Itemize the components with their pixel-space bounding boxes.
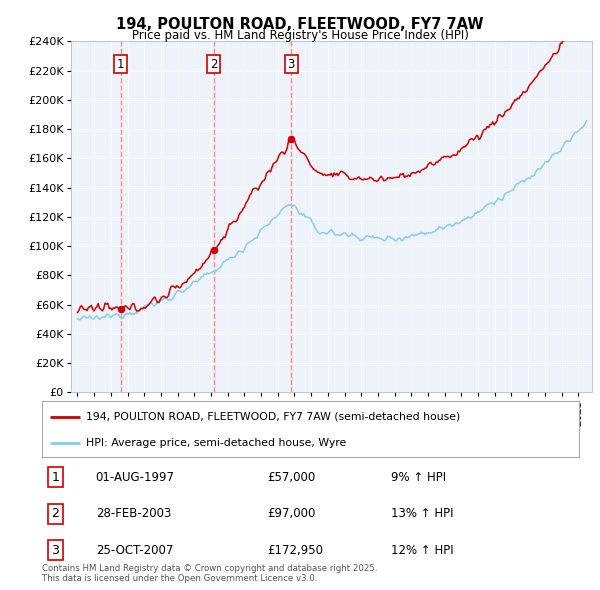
Text: 1: 1 xyxy=(117,58,124,71)
Text: 28-FEB-2003: 28-FEB-2003 xyxy=(96,507,171,520)
Text: £172,950: £172,950 xyxy=(268,543,323,557)
Text: Price paid vs. HM Land Registry's House Price Index (HPI): Price paid vs. HM Land Registry's House … xyxy=(131,30,469,42)
Text: 25-OCT-2007: 25-OCT-2007 xyxy=(96,543,173,557)
Text: 194, POULTON ROAD, FLEETWOOD, FY7 7AW (semi-detached house): 194, POULTON ROAD, FLEETWOOD, FY7 7AW (s… xyxy=(86,412,460,422)
Text: HPI: Average price, semi-detached house, Wyre: HPI: Average price, semi-detached house,… xyxy=(86,438,346,448)
Text: 1: 1 xyxy=(52,470,59,484)
Text: 12% ↑ HPI: 12% ↑ HPI xyxy=(391,543,454,557)
Text: 13% ↑ HPI: 13% ↑ HPI xyxy=(391,507,454,520)
Text: Contains HM Land Registry data © Crown copyright and database right 2025.
This d: Contains HM Land Registry data © Crown c… xyxy=(42,563,377,583)
Text: 2: 2 xyxy=(52,507,59,520)
Text: 194, POULTON ROAD, FLEETWOOD, FY7 7AW: 194, POULTON ROAD, FLEETWOOD, FY7 7AW xyxy=(116,17,484,32)
Text: £97,000: £97,000 xyxy=(268,507,316,520)
Text: £57,000: £57,000 xyxy=(268,470,316,484)
Text: 3: 3 xyxy=(287,58,295,71)
Text: 3: 3 xyxy=(52,543,59,557)
Text: 01-AUG-1997: 01-AUG-1997 xyxy=(96,470,175,484)
Text: 9% ↑ HPI: 9% ↑ HPI xyxy=(391,470,446,484)
Text: 2: 2 xyxy=(210,58,217,71)
